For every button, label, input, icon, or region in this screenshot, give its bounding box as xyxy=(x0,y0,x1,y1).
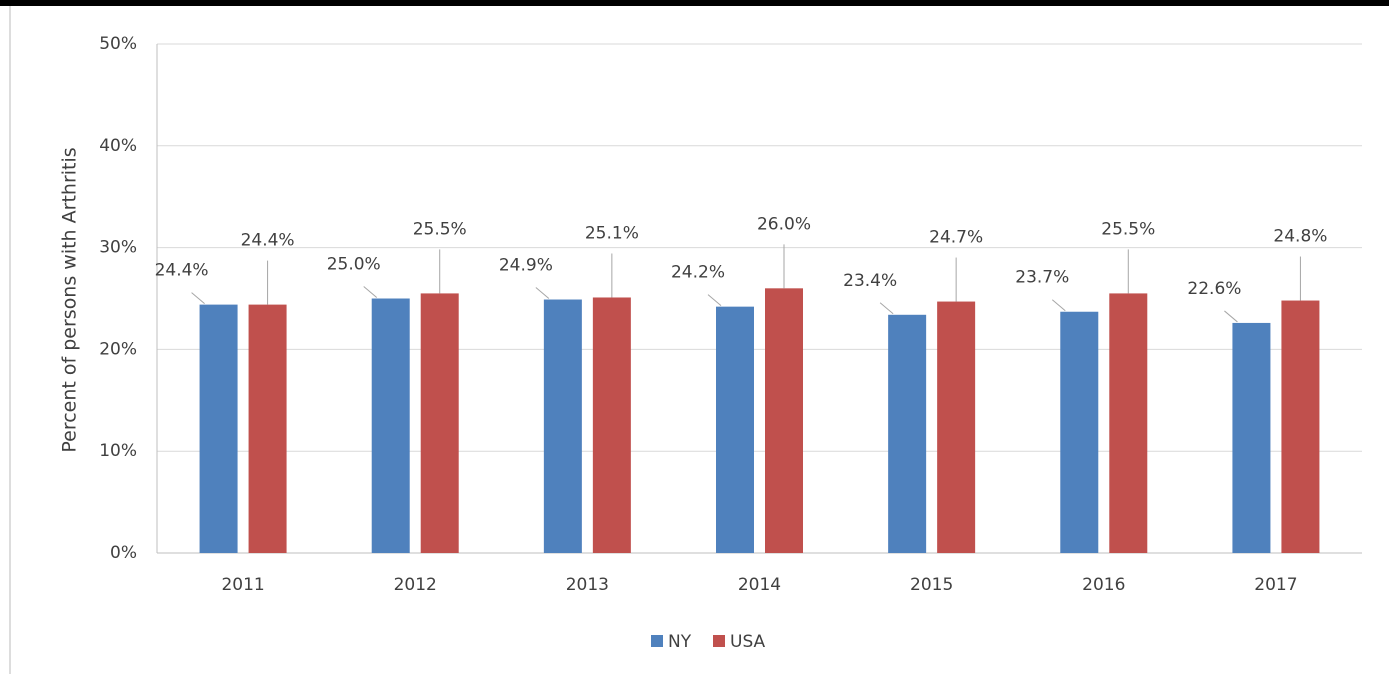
y-tick-label: 0% xyxy=(110,543,137,563)
legend-swatch xyxy=(713,635,725,647)
leader-line xyxy=(363,286,378,298)
data-label: 23.7% xyxy=(1015,268,1069,288)
bar xyxy=(543,299,582,553)
x-tick-label: 2013 xyxy=(566,575,609,595)
data-label: 24.4% xyxy=(241,231,295,251)
data-label: 24.7% xyxy=(929,228,983,248)
y-axis-title: Percent of persons with Arthritis xyxy=(59,147,81,452)
y-tick-label: 20% xyxy=(99,339,137,359)
data-label: 24.4% xyxy=(155,261,209,281)
data-label: 25.1% xyxy=(585,223,639,243)
bar xyxy=(1060,311,1099,553)
data-label: 24.2% xyxy=(671,263,725,283)
leader-line xyxy=(1224,310,1238,323)
data-label: 24.9% xyxy=(499,256,553,276)
x-tick-label: 2012 xyxy=(394,575,437,595)
data-label: 25.5% xyxy=(1101,219,1155,239)
legend-swatch xyxy=(651,635,663,647)
bar xyxy=(420,293,459,553)
top-border xyxy=(0,0,1389,6)
leader-line xyxy=(1051,299,1066,312)
x-tick-label: 2015 xyxy=(910,575,953,595)
y-tick-label: 50% xyxy=(99,34,137,54)
bar xyxy=(1109,293,1148,553)
data-label: 22.6% xyxy=(1187,279,1241,299)
bar xyxy=(888,314,927,553)
y-tick-label: 30% xyxy=(99,238,137,258)
x-tick-label: 2017 xyxy=(1254,575,1297,595)
data-label: 23.4% xyxy=(843,271,897,291)
data-label: 25.0% xyxy=(327,255,381,275)
bar xyxy=(199,304,238,553)
leader-line xyxy=(879,302,894,315)
legend-label: USA xyxy=(730,632,766,652)
x-tick-label: 2014 xyxy=(738,575,781,595)
bar xyxy=(937,301,976,553)
y-tick-label: 10% xyxy=(99,441,137,461)
x-tick-label: 2011 xyxy=(221,575,264,595)
bar xyxy=(1281,300,1320,553)
bar xyxy=(765,288,803,553)
leader-line xyxy=(707,294,722,307)
bar xyxy=(371,298,410,553)
data-label: 24.8% xyxy=(1273,227,1327,247)
bar xyxy=(1232,322,1271,553)
bar xyxy=(592,297,631,553)
x-tick-label: 2016 xyxy=(1082,575,1125,595)
legend-label: NY xyxy=(668,632,692,652)
data-label: 26.0% xyxy=(757,214,811,234)
leader-line xyxy=(535,287,550,299)
leader-line xyxy=(191,292,205,304)
bar xyxy=(716,306,754,553)
y-tick-label: 40% xyxy=(99,136,137,156)
data-label: 25.5% xyxy=(413,219,467,239)
bar xyxy=(248,304,287,553)
